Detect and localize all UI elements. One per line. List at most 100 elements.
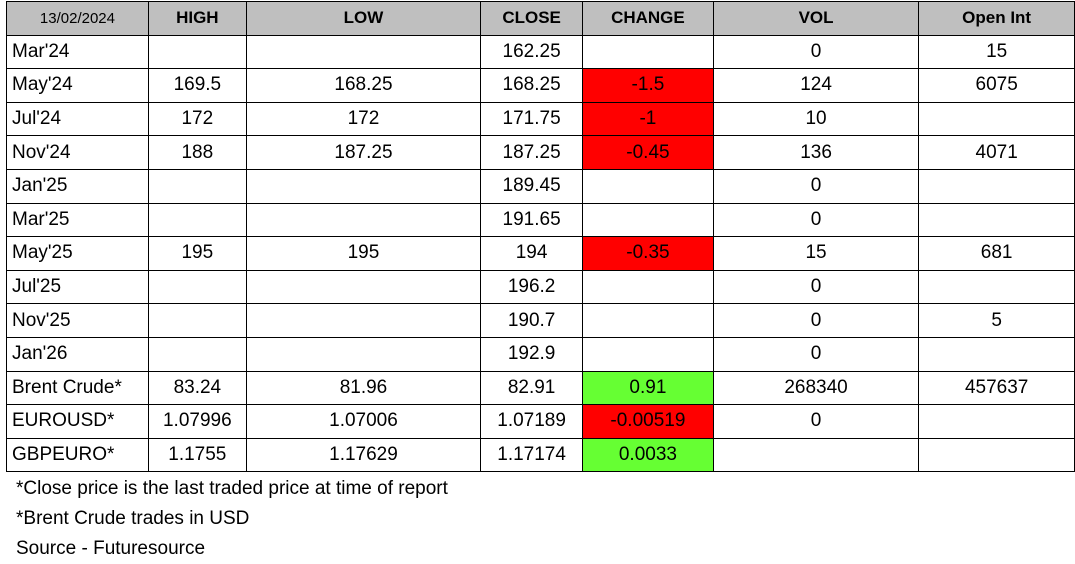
cell-vol: 0 xyxy=(712,168,920,204)
cell-high: 1.1755 xyxy=(147,437,247,473)
contract-label-cell: Brent Crude* xyxy=(6,370,149,406)
cell-open-int: 681 xyxy=(918,236,1075,271)
cell-high xyxy=(147,202,247,238)
contract-label-cell: GBPEURO* xyxy=(6,437,149,473)
column-header-high: HIGH xyxy=(147,1,247,36)
cell-open-int: 5 xyxy=(918,303,1075,338)
cell-change: -1 xyxy=(582,101,714,137)
cell-low xyxy=(245,303,482,338)
cell-close: 191.65 xyxy=(480,202,584,238)
cell-vol xyxy=(712,437,920,473)
cell-close: 187.25 xyxy=(480,135,584,170)
contract-label-cell: May'24 xyxy=(6,68,149,103)
footnote-source: Source - Futuresource xyxy=(16,538,206,559)
cell-high: 1.07996 xyxy=(147,404,247,439)
footnote-close-price: *Close price is the last traded price at… xyxy=(16,478,448,499)
table-row: EUROUSD* 1.07996 1.07006 1.07189 -0.00519 0 xyxy=(6,404,1075,439)
cell-change: 0.0033 xyxy=(582,437,714,473)
cell-high xyxy=(147,303,247,338)
market-prices-table: 13/02/2024 HIGH LOW CLOSE CHANGE VOL Ope… xyxy=(6,1,1075,473)
cell-vol: 136 xyxy=(712,135,920,170)
cell-high xyxy=(147,336,247,372)
column-header-low: LOW xyxy=(245,1,482,36)
footnote-brent-usd: *Brent Crude trades in USD xyxy=(16,508,250,529)
contract-label-cell: Nov'24 xyxy=(6,135,149,170)
cell-low: 81.96 xyxy=(245,370,482,406)
report-date: 13/02/2024 xyxy=(6,1,149,36)
table-row: Jul'24 172 172 171.75 -1 10 xyxy=(6,101,1075,137)
cell-close: 82.91 xyxy=(480,370,584,406)
cell-vol: 15 xyxy=(712,236,920,271)
cell-vol: 124 xyxy=(712,68,920,103)
cell-low: 187.25 xyxy=(245,135,482,170)
cell-change: -0.00519 xyxy=(582,404,714,439)
cell-open-int xyxy=(918,404,1075,439)
cell-open-int xyxy=(918,269,1075,305)
cell-vol: 268340 xyxy=(712,370,920,406)
table-row: May'24 169.5 168.25 168.25 -1.5 124 6075 xyxy=(6,68,1075,103)
cell-open-int: 457637 xyxy=(918,370,1075,406)
contract-label-cell: Jan'26 xyxy=(6,336,149,372)
cell-open-int xyxy=(918,336,1075,372)
contract-label-cell: EUROUSD* xyxy=(6,404,149,439)
contract-label-cell: Mar'25 xyxy=(6,202,149,238)
cell-low: 168.25 xyxy=(245,68,482,103)
column-header-close: CLOSE xyxy=(480,1,584,36)
table-row: Nov'25 190.7 0 5 xyxy=(6,303,1075,338)
cell-open-int xyxy=(918,202,1075,238)
cell-high xyxy=(147,269,247,305)
cell-change: -1.5 xyxy=(582,68,714,103)
footnotes: *Close price is the last traded price at… xyxy=(16,474,448,564)
cell-vol: 0 xyxy=(712,404,920,439)
column-header-change: CHANGE xyxy=(582,1,714,36)
table-row: May'25 195 195 194 -0.35 15 681 xyxy=(6,236,1075,271)
contract-label-cell: Mar'24 xyxy=(6,34,149,70)
cell-vol: 0 xyxy=(712,269,920,305)
cell-open-int xyxy=(918,101,1075,137)
cell-close: 162.25 xyxy=(480,34,584,70)
cell-change xyxy=(582,168,714,204)
cell-vol: 0 xyxy=(712,202,920,238)
cell-high: 169.5 xyxy=(147,68,247,103)
cell-close: 1.17174 xyxy=(480,437,584,473)
cell-open-int: 15 xyxy=(918,34,1075,70)
cell-high: 83.24 xyxy=(147,370,247,406)
cell-high xyxy=(147,34,247,70)
cell-close: 192.9 xyxy=(480,336,584,372)
cell-vol: 10 xyxy=(712,101,920,137)
cell-close: 189.45 xyxy=(480,168,584,204)
contract-label-cell: Jul'24 xyxy=(6,101,149,137)
table-row: Mar'25 191.65 0 xyxy=(6,202,1075,238)
cell-close: 171.75 xyxy=(480,101,584,137)
cell-high: 172 xyxy=(147,101,247,137)
table-row: Nov'24 188 187.25 187.25 -0.45 136 4071 xyxy=(6,135,1075,170)
cell-open-int: 4071 xyxy=(918,135,1075,170)
cell-close: 194 xyxy=(480,236,584,271)
cell-vol: 0 xyxy=(712,336,920,372)
cell-change xyxy=(582,336,714,372)
table-row: Brent Crude* 83.24 81.96 82.91 0.91 268340 457… xyxy=(6,370,1075,406)
cell-low: 1.17629 xyxy=(245,437,482,473)
cell-high: 188 xyxy=(147,135,247,170)
table-header-row: 13/02/2024 HIGH LOW CLOSE CHANGE VOL Ope… xyxy=(6,1,1075,36)
cell-vol: 0 xyxy=(712,34,920,70)
cell-low xyxy=(245,269,482,305)
table-row: Jul'25 196.2 0 xyxy=(6,269,1075,305)
table-row: Jan'26 192.9 0 xyxy=(6,336,1075,372)
cell-change: -0.35 xyxy=(582,236,714,271)
table-row: Jan'25 189.45 0 xyxy=(6,168,1075,204)
cell-low: 1.07006 xyxy=(245,404,482,439)
cell-change xyxy=(582,202,714,238)
cell-change: 0.91 xyxy=(582,370,714,406)
cell-change xyxy=(582,303,714,338)
contract-label-cell: Jan'25 xyxy=(6,168,149,204)
table-row: GBPEURO* 1.1755 1.17629 1.17174 0.0033 xyxy=(6,437,1075,473)
cell-low xyxy=(245,168,482,204)
cell-close: 190.7 xyxy=(480,303,584,338)
cell-change xyxy=(582,34,714,70)
cell-close: 196.2 xyxy=(480,269,584,305)
cell-change xyxy=(582,269,714,305)
cell-close: 168.25 xyxy=(480,68,584,103)
cell-low xyxy=(245,336,482,372)
cell-close: 1.07189 xyxy=(480,404,584,439)
